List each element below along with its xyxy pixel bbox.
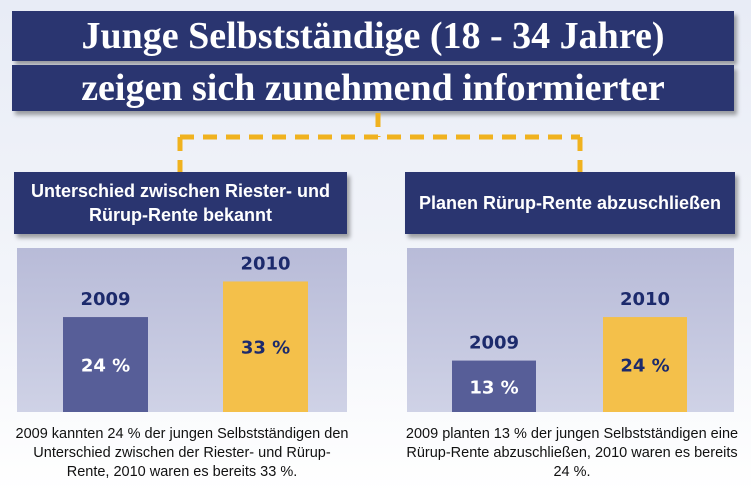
category-label-right-2010: 2010: [620, 289, 670, 310]
dashed-connector: [177, 113, 583, 172]
title-line-2: zeigen sich zunehmend informierter: [12, 65, 734, 111]
category-label-left-2009: 2009: [80, 289, 130, 310]
value-label-left-2010: 33 %: [241, 338, 290, 359]
panel-header-left: Unterschied zwischen Riester- und Rürup-…: [14, 172, 347, 234]
bar-right-2010: [603, 317, 687, 412]
bar-chart-right: 2009 13 % 2010 24 %: [407, 248, 734, 412]
bar-left-2009: [63, 317, 148, 412]
caption-right: 2009 planten 13 % der jungen Selbstständ…: [405, 426, 739, 480]
title-line-1: Junge Selbstständige (18 - 34 Jahre): [12, 11, 734, 61]
category-label-right-2009: 2009: [469, 333, 519, 354]
bar-left-2010: [223, 281, 308, 412]
bar-chart-left: 2009 24 % 2010 33 %: [17, 248, 347, 412]
panel-header-right: Planen Rürup-Rente abzuschließen: [405, 172, 735, 234]
value-label-right-2009: 13 %: [469, 377, 518, 398]
caption-left: 2009 kannten 24 % der jungen Selbstständ…: [15, 426, 349, 480]
bar-right-2009: [452, 360, 536, 412]
value-label-left-2009: 24 %: [81, 356, 130, 377]
category-label-left-2010: 2010: [240, 253, 290, 274]
value-label-right-2010: 24 %: [620, 356, 669, 377]
